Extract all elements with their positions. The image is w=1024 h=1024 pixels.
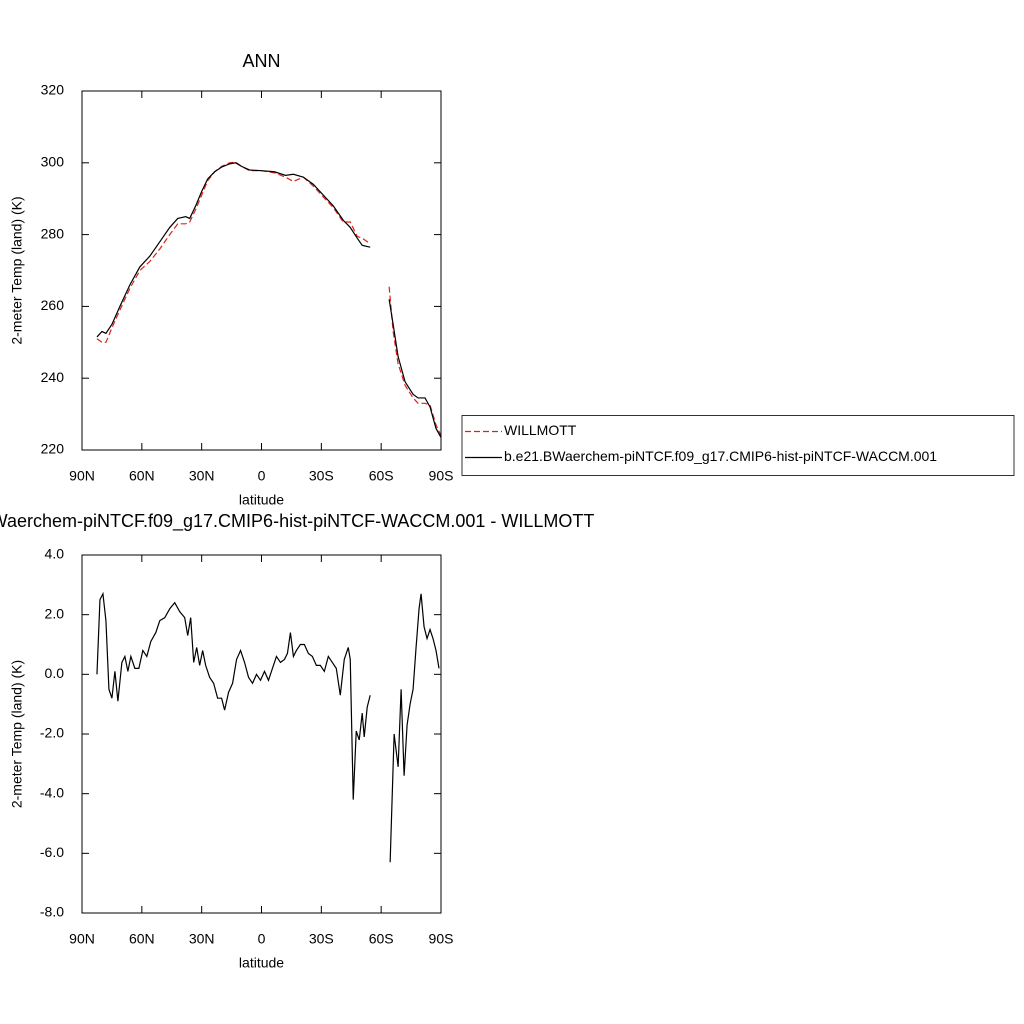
y-tick-label: -8.0 bbox=[40, 904, 64, 920]
x-tick-label: 30S bbox=[309, 468, 334, 484]
y-tick-label: 220 bbox=[41, 441, 65, 457]
data-line bbox=[96, 591, 440, 863]
data-line bbox=[96, 162, 442, 438]
y-tick-label: 280 bbox=[41, 225, 65, 241]
chart-title: ANN bbox=[242, 51, 280, 71]
x-tick-label: 90N bbox=[69, 468, 95, 484]
y-tick-label: 4.0 bbox=[45, 546, 65, 562]
x-tick-label: 90S bbox=[429, 468, 454, 484]
x-tick-label: 90S bbox=[429, 931, 454, 947]
x-tick-label: 60S bbox=[369, 468, 394, 484]
y-axis-label: 2-meter Temp (land) (K) bbox=[9, 196, 25, 344]
x-tick-label: 90N bbox=[69, 931, 95, 947]
x-axis-label: latitude bbox=[239, 492, 284, 508]
y-axis-label: 2-meter Temp (land) (K) bbox=[9, 660, 25, 808]
y-tick-label: 320 bbox=[41, 82, 65, 98]
y-tick-label: -6.0 bbox=[40, 844, 64, 860]
y-tick-label: -2.0 bbox=[40, 725, 64, 741]
legend-label: WILLMOTT bbox=[504, 422, 577, 438]
x-tick-label: 60N bbox=[129, 931, 155, 947]
x-tick-label: 30N bbox=[189, 468, 215, 484]
y-tick-label: 240 bbox=[41, 369, 65, 385]
y-tick-label: -4.0 bbox=[40, 784, 64, 800]
legend-box bbox=[461, 415, 1015, 476]
data-line bbox=[96, 161, 442, 436]
chart-title: b.e21.BWaerchem-piNTCF.f09_g17.CMIP6-his… bbox=[0, 511, 594, 532]
x-tick-label: 60S bbox=[369, 931, 394, 947]
x-tick-label: 0 bbox=[258, 931, 266, 947]
x-tick-label: 60N bbox=[129, 468, 155, 484]
y-tick-label: 0.0 bbox=[45, 665, 65, 681]
x-tick-label: 30S bbox=[309, 931, 334, 947]
plot-frame bbox=[81, 90, 442, 451]
x-axis-label: latitude bbox=[239, 955, 284, 971]
y-tick-label: 260 bbox=[41, 297, 65, 313]
x-tick-label: 30N bbox=[189, 931, 215, 947]
legend-label: b.e21.BWaerchem-piNTCF.f09_g17.CMIP6-his… bbox=[504, 448, 937, 464]
plot-frame bbox=[81, 554, 442, 914]
y-tick-label: 300 bbox=[41, 154, 65, 170]
x-tick-label: 0 bbox=[258, 468, 266, 484]
y-tick-label: 2.0 bbox=[45, 605, 65, 621]
